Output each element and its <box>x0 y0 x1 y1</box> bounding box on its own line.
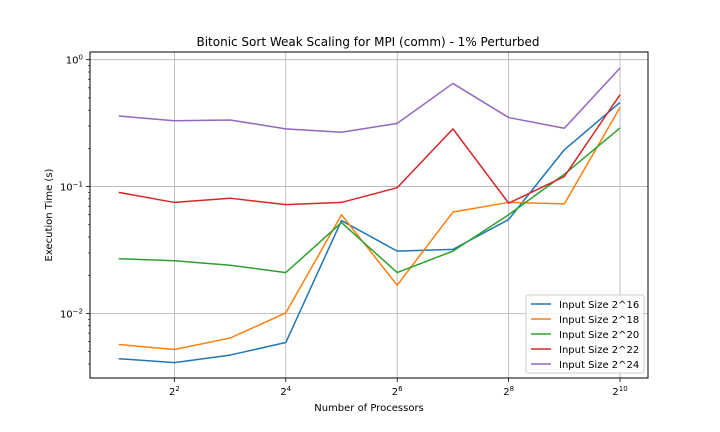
tick-layer: 22 24 26 28 210 10−2 10−1 100 <box>60 54 628 398</box>
series-layer <box>118 67 621 364</box>
series-line-4 <box>118 94 621 206</box>
legend-label-3: Input Size 2^20 <box>559 330 639 341</box>
series-line-5 <box>118 67 621 134</box>
x-tick-label: 28 <box>503 385 514 398</box>
legend-label-2: Input Size 2^18 <box>559 315 639 326</box>
legend: Input Size 2^16 Input Size 2^18 Input Size… <box>525 294 645 374</box>
y-tick-label: 10−1 <box>60 181 83 194</box>
x-tick-label: 210 <box>612 385 627 398</box>
series-line-2 <box>118 107 621 351</box>
legend-label-5: Input Size 2^24 <box>559 360 639 371</box>
legend-box <box>525 294 645 374</box>
y-axis-label: Execution Time (s) <box>44 168 55 261</box>
x-axis-label: Number of Processors <box>314 403 424 414</box>
legend-label-4: Input Size 2^22 <box>559 345 639 356</box>
legend-label-1: Input Size 2^16 <box>559 300 639 311</box>
y-tick-label: 10−2 <box>60 307 83 320</box>
series-line-1 <box>118 101 621 364</box>
y-tick-label: 100 <box>66 54 83 67</box>
legend-entries: Input Size 2^16 Input Size 2^18 Input Size… <box>531 300 639 371</box>
grid-layer <box>90 52 648 378</box>
x-tick-label: 26 <box>392 385 403 398</box>
x-tick-label: 24 <box>280 385 291 398</box>
x-tick-label: 22 <box>169 385 180 398</box>
series-line-3 <box>118 127 621 274</box>
chart-title: Bitonic Sort Weak Scaling for MPI (comm)… <box>196 35 539 49</box>
